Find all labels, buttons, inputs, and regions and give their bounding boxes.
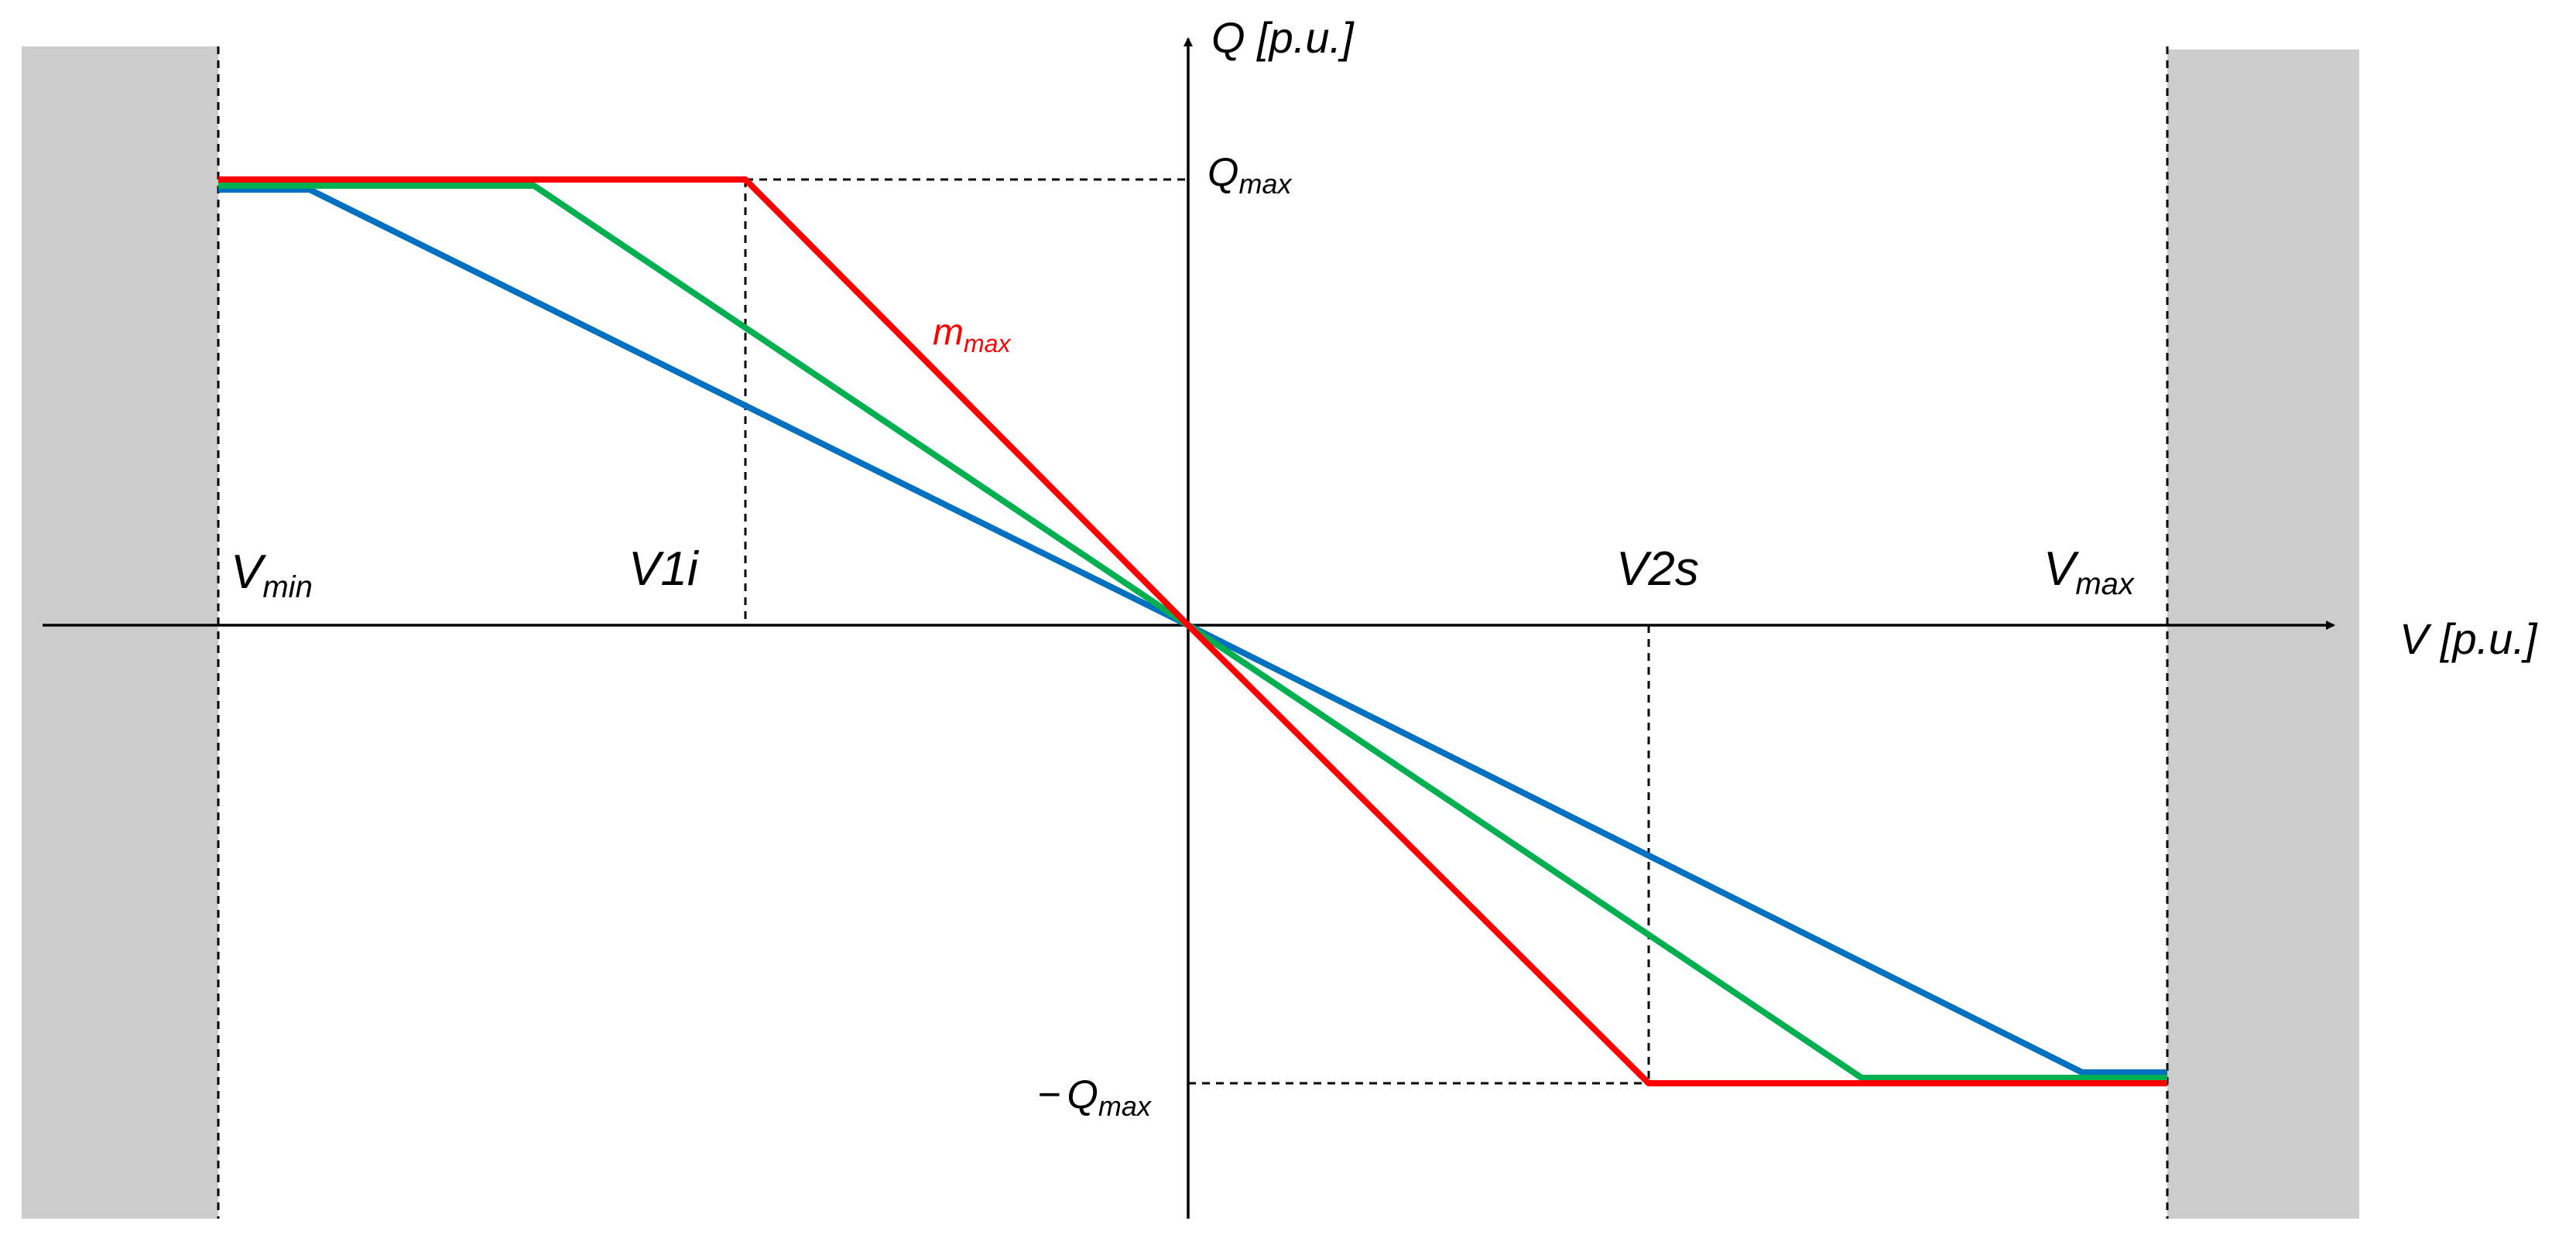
neg-qmax-label: − Qmax	[1037, 1072, 1153, 1122]
v-axis-label: V [p.u.]	[2400, 614, 2538, 663]
left-shaded-region	[22, 46, 218, 1219]
vmin-label: Vmin	[231, 545, 313, 604]
qmax-label: Qmax	[1208, 150, 1293, 200]
v1i-label: V1i	[629, 542, 700, 596]
v2s-label: V2s	[1616, 542, 1699, 596]
q-axis-label: Q [p.u.]	[1211, 13, 1355, 62]
vmax-label: Vmax	[2043, 542, 2136, 601]
red-droop-curve	[218, 176, 2167, 1086]
m-max-annotation: mmax	[933, 312, 1011, 357]
right-shaded-region	[2167, 50, 2359, 1219]
